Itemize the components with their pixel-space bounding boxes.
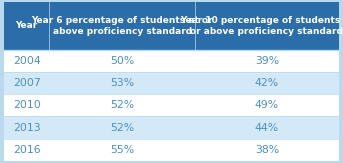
Text: 49%: 49%	[255, 100, 279, 110]
Text: 50%: 50%	[110, 56, 134, 66]
Bar	[49, 50, 195, 72]
Text: 38%: 38%	[255, 145, 279, 155]
Text: 42%: 42%	[255, 78, 279, 88]
Text: 2016: 2016	[13, 145, 40, 155]
Text: 2007: 2007	[13, 78, 40, 88]
Bar	[49, 139, 195, 161]
Bar	[49, 72, 195, 94]
Bar	[4, 72, 49, 94]
Text: 52%: 52%	[110, 123, 134, 133]
Text: 44%: 44%	[255, 123, 279, 133]
Text: Year: Year	[15, 21, 38, 30]
Bar	[49, 2, 195, 50]
Bar	[4, 139, 49, 161]
Bar	[195, 94, 339, 117]
Text: 2010: 2010	[13, 100, 40, 110]
Bar	[4, 50, 49, 72]
Text: 2013: 2013	[13, 123, 40, 133]
Text: 53%: 53%	[110, 78, 134, 88]
Text: 55%: 55%	[110, 145, 134, 155]
Text: 52%: 52%	[110, 100, 134, 110]
Bar	[195, 50, 339, 72]
Bar	[49, 117, 195, 139]
Bar	[4, 117, 49, 139]
Bar	[49, 94, 195, 117]
Text: Year 10 percentage of students at
or above proficiency standard: Year 10 percentage of students at or abo…	[180, 16, 343, 36]
Bar	[195, 72, 339, 94]
Bar	[195, 2, 339, 50]
Text: Year 6 percentage of students at or
above proficiency standard: Year 6 percentage of students at or abov…	[31, 16, 213, 36]
Bar	[4, 94, 49, 117]
Bar	[195, 117, 339, 139]
Text: 39%: 39%	[255, 56, 279, 66]
Bar	[195, 139, 339, 161]
Text: 2004: 2004	[13, 56, 40, 66]
Bar	[4, 2, 49, 50]
